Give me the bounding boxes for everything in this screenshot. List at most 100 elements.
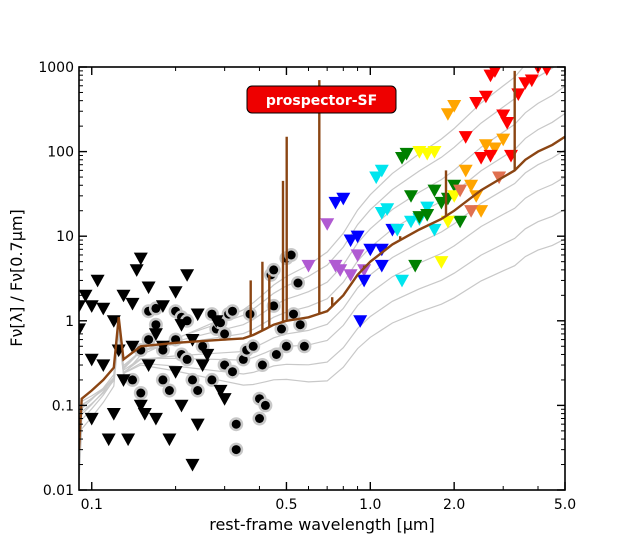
upper-limit-marker [84, 412, 99, 426]
upper-limit-marker [320, 218, 335, 231]
upper-limit-marker [492, 171, 507, 185]
upper-limit-marker [420, 201, 435, 215]
detection-point [151, 303, 161, 313]
detection-point [231, 445, 241, 455]
detection-point [293, 278, 303, 288]
upper-limit-marker [141, 359, 156, 372]
upper-limit-marker [458, 164, 473, 178]
detection-point [286, 250, 296, 260]
upper-limit-marker [464, 179, 479, 193]
upper-limit-marker [133, 252, 148, 266]
upper-limit-marker [96, 302, 111, 316]
annotation-badge: prospector-SF [246, 85, 397, 114]
detection-point [248, 341, 258, 351]
upper-limit-marker [469, 97, 484, 110]
x-tick-label: 0.5 [275, 497, 297, 513]
upper-limit-marker [125, 297, 140, 311]
y-tick-label: 0.01 [43, 483, 74, 499]
upper-limit-marker [190, 418, 205, 432]
upper-limit-marker [336, 192, 351, 206]
upper-limit-marker [84, 353, 99, 367]
upper-limit-marker [141, 281, 156, 295]
detection-point [158, 375, 168, 385]
y-tick-label: 10 [56, 229, 74, 245]
upper-limit-marker [174, 399, 189, 413]
annotation-badge-box [246, 85, 397, 114]
annotation-label: prospector-SF [266, 93, 377, 109]
photometry-points [79, 67, 552, 472]
upper-limit-marker [374, 164, 389, 178]
upper-limit-marker [121, 433, 136, 447]
detection-point [128, 375, 137, 385]
upper-limit-marker [399, 147, 414, 161]
upper-limit-marker [301, 259, 316, 273]
upper-limit-marker [353, 315, 368, 328]
upper-limit-marker [427, 146, 442, 159]
upper-limit-marker [464, 205, 479, 218]
upper-limit-marker [458, 131, 473, 144]
y-tick-label: 1 [65, 314, 74, 330]
upper-limit-marker [380, 203, 395, 216]
upper-limit-marker [350, 230, 365, 244]
upper-limit-marker [148, 328, 163, 341]
upper-limit-marker [363, 243, 378, 257]
detection-point [299, 341, 309, 351]
detection-point [269, 301, 279, 311]
detection-point [255, 414, 264, 423]
upper-limit-marker [116, 289, 131, 303]
model-sed [79, 70, 565, 450]
upper-limit-marker [453, 184, 468, 198]
upper-limit-marker [106, 408, 121, 421]
upper-limit-marker [496, 109, 511, 123]
plot-frame [78, 66, 566, 491]
upper-limit-marker [79, 289, 93, 303]
upper-limit-marker [333, 264, 348, 277]
upper-limit-marker [478, 139, 493, 152]
upper-limit-marker [474, 205, 489, 218]
upper-limit-marker [483, 149, 498, 163]
detection-point [164, 386, 174, 395]
upper-limit-marker [213, 384, 228, 398]
upper-limit-marker [404, 190, 418, 203]
upper-limit-marker [357, 264, 372, 277]
upper-limit-marker [162, 433, 177, 447]
x-axis-label: rest-frame wavelength [µm] [209, 515, 435, 534]
upper-limit-marker [343, 234, 358, 248]
upper-limit-marker [106, 315, 121, 328]
detection-point [228, 367, 237, 377]
y-tick-label: 1000 [38, 60, 74, 76]
upper-limit-marker [200, 348, 215, 362]
upper-limit-marker [129, 264, 144, 277]
model-sed-line [79, 135, 565, 450]
detection-point [188, 375, 197, 385]
upper-limit-marker [148, 412, 163, 426]
upper-limit-marker [390, 223, 405, 237]
detection-point [269, 265, 279, 275]
detection-point [295, 320, 305, 330]
upper-limit-marker [343, 269, 358, 282]
upper-limit-marker [84, 300, 99, 313]
y-axis-label: Fν[λ] / Fν[0.7µm] [7, 209, 26, 347]
upper-limit-marker [447, 100, 462, 113]
upper-limit-marker [185, 458, 200, 472]
upper-limit-marker [180, 269, 195, 282]
upper-limit-marker [541, 67, 552, 76]
upper-limit-marker [168, 366, 183, 379]
upper-limit-marker [500, 117, 515, 130]
detection-point [220, 329, 230, 339]
detection-point [144, 335, 154, 345]
upper-limit-marker [174, 319, 189, 332]
detection-point [220, 360, 230, 370]
upper-limit-marker [395, 274, 409, 288]
detection-point [193, 386, 203, 395]
upper-limit-marker [328, 196, 343, 210]
detection-point [277, 324, 286, 334]
axis-ticks: 0.1 0.5 1.0 2.0 5.0 0.01 0.1 1 10 100 1000 [38, 60, 576, 513]
upper-limit-marker [79, 300, 86, 313]
upper-limit-marker [357, 274, 372, 288]
upper-limit-marker [524, 74, 539, 88]
upper-limit-marker [404, 215, 418, 229]
upper-limit-marker [137, 408, 152, 421]
upper-limit-marker [101, 433, 116, 447]
